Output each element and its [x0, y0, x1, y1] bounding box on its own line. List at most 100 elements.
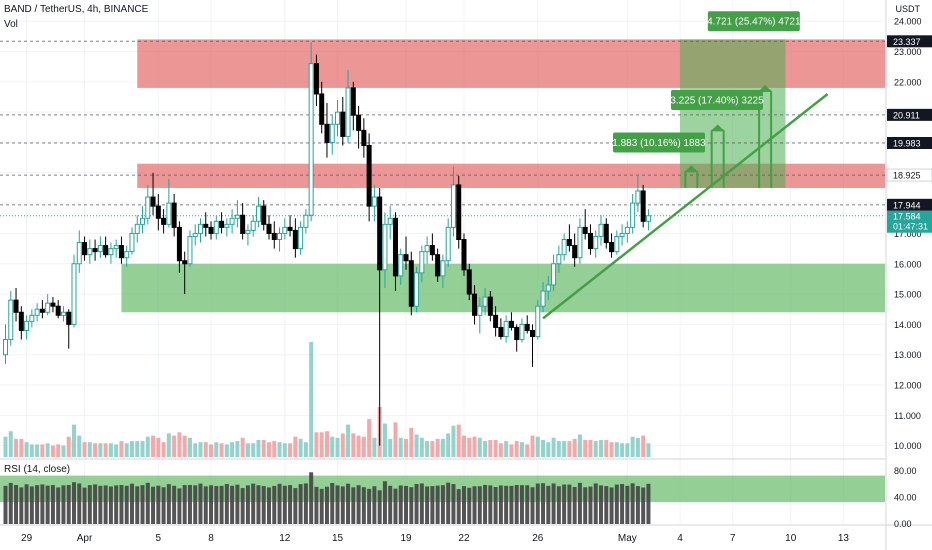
volume-bar [108, 443, 113, 457]
candle-body [619, 232, 625, 237]
volume-bar [214, 442, 219, 457]
volume-bar [556, 441, 561, 457]
candle-body [108, 248, 114, 256]
rsi-bar [593, 483, 598, 524]
volume-bar [230, 442, 235, 457]
candle-body [92, 248, 98, 253]
candle-body [392, 217, 398, 277]
candle-body [519, 323, 525, 341]
candle-body [118, 245, 124, 259]
volume-bar [40, 444, 45, 457]
candle-body [3, 339, 8, 356]
rsi-bar [277, 483, 282, 524]
volume-bar [367, 419, 372, 457]
volume-bar [314, 432, 319, 457]
target-label-box [612, 132, 705, 153]
candle-body [187, 235, 193, 265]
rsi-tick-label: 0.00 [894, 519, 912, 529]
rsi-bar [282, 485, 287, 524]
rsi-bar [440, 485, 445, 524]
price-tick-label: 10.000 [894, 441, 922, 451]
volume-bar [567, 441, 572, 457]
candle-body [387, 217, 393, 225]
candle-body [277, 232, 283, 241]
candle-body [176, 226, 182, 262]
volume-bar [541, 440, 546, 457]
candle-body [39, 308, 45, 313]
rsi-bar [488, 485, 493, 524]
volume-bar [119, 441, 124, 457]
rsi-bar [245, 485, 250, 524]
price-tick-label: 12.000 [894, 381, 922, 391]
rsi-bar [351, 487, 356, 524]
volume-bar [519, 442, 524, 457]
rsi-bar [103, 485, 108, 524]
rsi-bar [203, 486, 208, 524]
volume-bar [430, 441, 435, 457]
volume-label: Vol [4, 19, 18, 30]
candle-body [71, 263, 77, 325]
price-tick-label: 17.000 [894, 229, 922, 239]
rsi-bar [251, 483, 256, 524]
price-badge-text: 17.584 [893, 212, 921, 222]
price-tick-label: 16.000 [894, 259, 922, 269]
candle-body [461, 239, 467, 271]
rsi-bar [446, 482, 451, 524]
rsi-bar [140, 485, 145, 524]
volume-bar [646, 443, 651, 457]
rsi-bar [425, 486, 430, 524]
candle-body [155, 205, 161, 219]
candle-body [182, 260, 188, 265]
volume-bar [599, 440, 604, 457]
rsi-bar [61, 485, 66, 524]
price-badge: 18.925 [886, 168, 932, 182]
rsi-bar [45, 485, 50, 524]
x-tick-label: 22 [458, 533, 470, 544]
price-tick-label: 22.000 [894, 77, 922, 87]
candle-body [377, 196, 383, 271]
rsi-bar [303, 483, 308, 524]
rsi-bar [198, 483, 203, 524]
rsi-bar [630, 483, 635, 524]
volume-bar [298, 438, 303, 457]
rsi-bar [430, 486, 435, 524]
rsi-bar [240, 488, 245, 524]
candle-body [203, 223, 209, 228]
rsi-bar [108, 486, 113, 524]
volume-bar [82, 442, 87, 457]
volume-bar [245, 443, 250, 457]
x-tick-label: 15 [332, 533, 344, 544]
volume-bar [625, 443, 630, 457]
target-label-text: 4.721 (25.47%) 4721 [707, 17, 801, 28]
volume-bar [24, 442, 29, 457]
price-badge: 17.944 [887, 198, 932, 211]
candle-body [245, 229, 251, 234]
volume-bar [614, 442, 619, 457]
volume-bar [609, 442, 614, 457]
rsi-bar [98, 485, 103, 524]
volume-bar [166, 433, 171, 457]
rsi-label: RSI (14, close) [4, 464, 71, 475]
volume-bar [372, 437, 377, 457]
candle-body [340, 111, 346, 137]
volume-bar [388, 438, 393, 457]
candle-body [345, 87, 351, 137]
candle-body [113, 245, 119, 250]
candle-body [134, 223, 140, 234]
rsi-bar [35, 485, 40, 524]
rsi-bar [646, 483, 651, 524]
candle-body [66, 311, 72, 325]
candle-body [582, 226, 588, 234]
volume-bar [219, 443, 224, 457]
volume-bar [98, 443, 103, 457]
candle-body [440, 260, 446, 277]
rsi-bar [409, 487, 414, 524]
rsi-bar [114, 485, 119, 524]
rsi-bar [209, 485, 214, 524]
candle-body [545, 284, 551, 292]
candle-body [587, 232, 593, 250]
rsi-bar [267, 487, 271, 524]
candle-body [171, 202, 177, 228]
rsi-bar [119, 485, 124, 524]
